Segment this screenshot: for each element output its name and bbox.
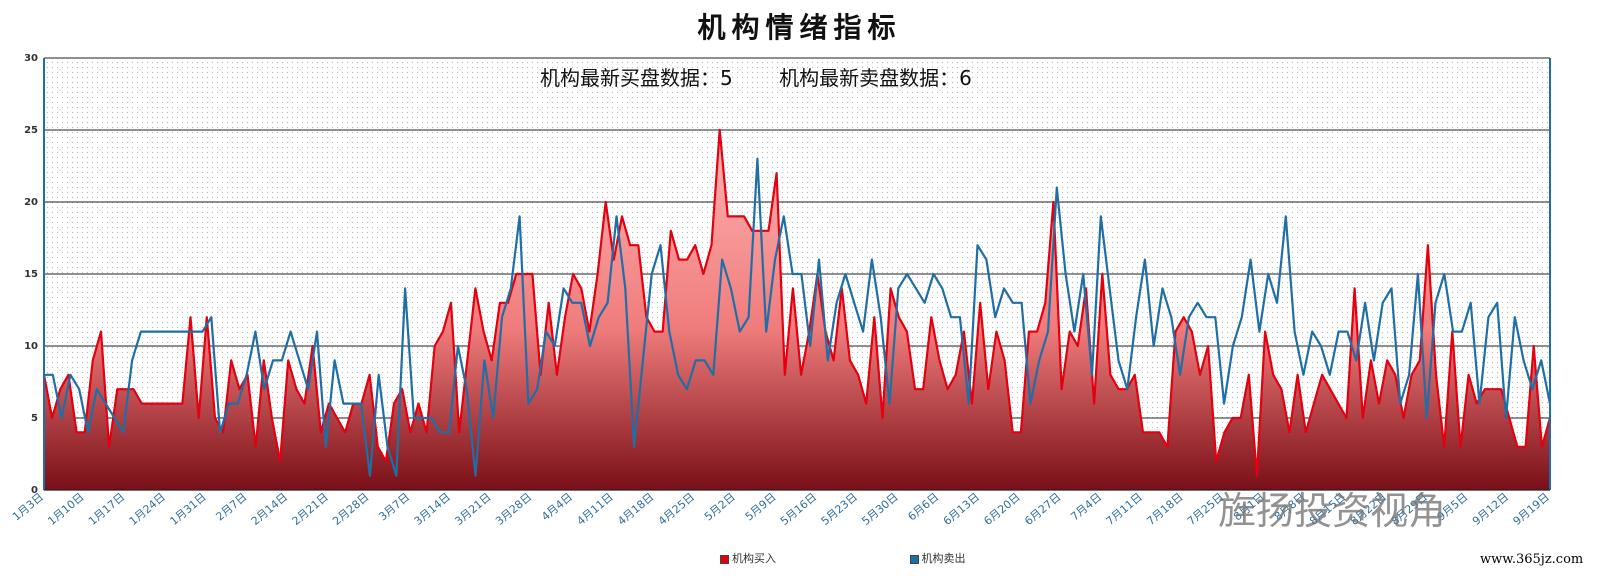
legend-label-buy: 机构买入 [732,552,776,565]
subtitle-sell: 机构最新卖盘数据：6 [779,66,972,90]
subtitle-buy: 机构最新买盘数据：5 [540,66,733,90]
x-tick-label: 5月2日 [702,490,738,523]
axis-lines [43,58,1551,491]
x-tick-label: 9月19日 [1511,490,1552,528]
buy-line [42,128,1552,477]
x-tick-label: 7月18日 [1144,490,1185,528]
x-tick-label: 2月14日 [249,490,290,528]
x-tick-label: 4月11日 [574,490,615,528]
legend-item-buy: 机构买入 [720,550,776,566]
y-tick-label: 0 [31,485,38,496]
x-tick-label: 1月31日 [167,490,208,528]
y-tick-label: 20 [24,197,38,208]
series-buy-line [42,128,1552,477]
x-tick-label: 3月14日 [412,490,453,528]
x-tick-label: 7月4日 [1068,490,1104,523]
x-tick-label: 5月16日 [778,490,819,528]
y-axis: 0 5 10 15 20 25 30 [24,53,38,496]
y-tick-label: 10 [24,341,38,352]
x-tick-label: 6月6日 [905,490,941,523]
x-tick-label: 6月27日 [1022,490,1063,528]
x-tick-label: 9月12日 [1470,490,1511,528]
x-tick-label: 7月11日 [1104,490,1145,528]
y-tick-label: 15 [24,269,38,280]
y-tick-label: 5 [31,413,38,424]
x-tick-label: 5月23日 [819,490,860,528]
x-tick-label: 4月4日 [539,490,575,523]
x-tick-label: 4月18日 [615,490,656,528]
watermark-text: 旌扬投资视角 [1218,489,1447,533]
series-sell-line [44,157,1552,477]
x-tick-label: 6月13日 [941,490,982,528]
legend-swatch-buy [720,554,729,564]
x-tick-label: 2月21日 [290,490,331,528]
x-tick-label: 1月10日 [45,490,86,528]
x-tick-label: 1月17日 [86,490,127,528]
y-tick-label: 25 [24,125,38,136]
legend-label-sell: 机构卖出 [921,552,966,565]
x-tick-label: 5月9日 [743,490,779,523]
watermark-url: www.365jz.com [1480,552,1584,567]
chart-title: 机构情绪指标 [697,11,902,44]
chart-subtitle: 机构最新买盘数据：5 机构最新卖盘数据：6 [540,62,1012,91]
buy-area-fill [44,130,1550,490]
x-tick-label: 3月28日 [493,490,534,528]
x-tick-label: 4月25日 [656,490,697,528]
x-tick-label: 2月28日 [330,490,371,528]
x-tick-label: 3月21日 [452,490,493,528]
y-tick-label: 30 [24,53,38,64]
series-buy-area [44,130,1550,490]
x-tick-label: 1月24日 [127,490,168,528]
x-tick-label: 6月20日 [981,490,1022,528]
sell-line [44,157,1552,477]
legend: 机构买入 机构卖出 [720,550,1096,566]
x-tick-label: 3月7日 [376,490,412,523]
legend-item-sell: 机构卖出 [909,550,966,566]
legend-swatch-sell [909,554,919,564]
x-tick-label: 1月3日 [10,490,46,523]
x-tick-label: 2月7日 [214,490,250,523]
x-tick-label: 5月30日 [859,490,900,528]
